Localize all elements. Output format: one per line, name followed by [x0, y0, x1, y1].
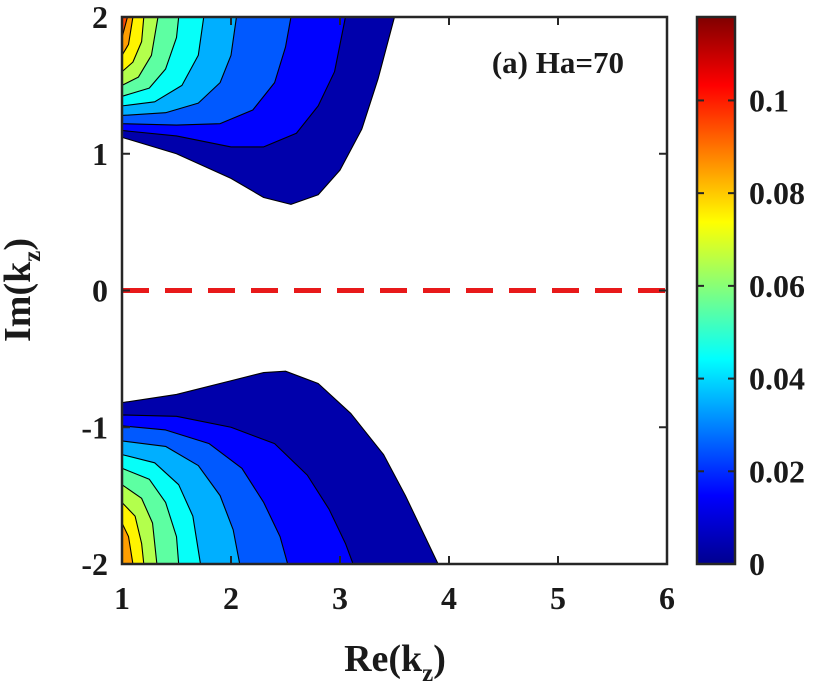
colorbar-tick-label: 0.02	[749, 453, 805, 489]
panel-label: (a) Ha=70	[492, 45, 624, 80]
x-tick-label: 6	[659, 580, 675, 616]
y-tick-label: 0	[92, 273, 108, 309]
lower-contour-band-8	[122, 522, 134, 564]
x-axis-title-close: )	[433, 638, 446, 680]
colorbar	[695, 15, 737, 566]
y-tick-label: 1	[92, 136, 108, 172]
x-axis-title: Re(kz)	[344, 638, 446, 687]
x-tick-label: 4	[441, 580, 457, 616]
upper-contour-band-9	[122, 17, 128, 39]
x-axis-title-subscript: z	[422, 660, 433, 687]
colorbar-ticks	[697, 99, 735, 565]
plot-frame	[120, 15, 669, 566]
x-tick-labels: 1 2 3 4 5 6	[114, 580, 675, 616]
y-axis-title-main: Im(k	[0, 261, 39, 342]
colorbar-tick-label: 0.1	[749, 82, 789, 118]
x-tick-label: 2	[223, 580, 239, 616]
y-axis-title: Im(kz)	[0, 238, 46, 342]
x-tick-label: 5	[550, 580, 566, 616]
y-axis-title-subscript: z	[19, 251, 46, 262]
y-tick-label: -1	[81, 409, 108, 445]
x-tick-label: 1	[114, 580, 130, 616]
colorbar-tick-label: 0	[749, 546, 765, 582]
y-axis-title-close: )	[0, 238, 39, 251]
x-tick-label: 3	[332, 580, 348, 616]
y-tick-label: -2	[81, 546, 108, 582]
x-axis-title-main: Re(k	[344, 638, 423, 680]
y-tick-labels: -2 -1 0 1 2	[81, 0, 108, 582]
lower-contour-region	[122, 370, 439, 564]
y-tick-label: 2	[92, 0, 108, 35]
axis-ticks	[121, 16, 668, 565]
colorbar-tick-label: 0.04	[749, 361, 805, 397]
colorbar-tick-label: 0.06	[749, 268, 805, 304]
colorbar-tick-label: 0.08	[749, 175, 805, 211]
upper-contour-region	[122, 17, 396, 205]
colorbar-tick-labels: 0 0.02 0.04 0.06 0.08 0.1	[749, 82, 805, 582]
